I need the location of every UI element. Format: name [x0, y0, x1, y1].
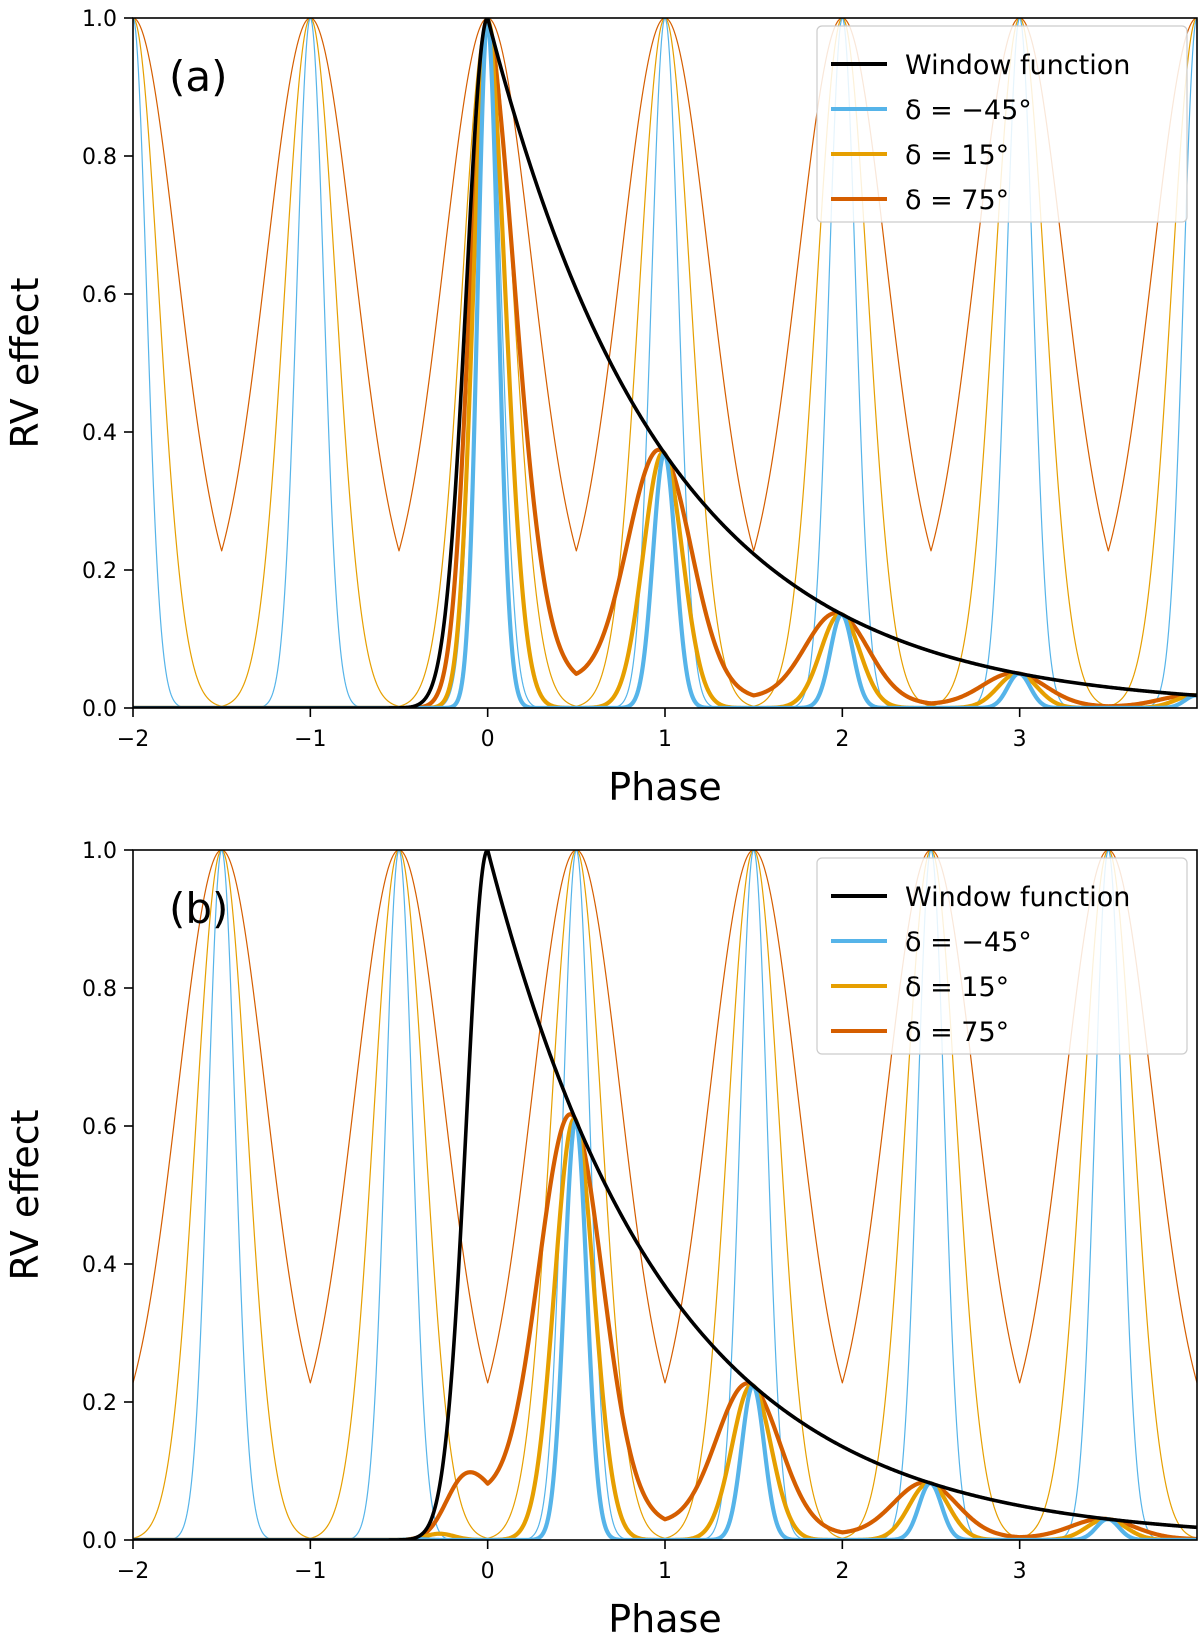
legend-box	[816, 25, 1188, 223]
legend: Window function δ = −45° δ = 15° δ = 75°	[816, 25, 1188, 223]
y-tick-label: 1.0	[82, 839, 117, 864]
y-tick-label: 0.2	[82, 1391, 117, 1416]
series-thick-delta_m45-line	[133, 1118, 1197, 1540]
x-tick-label: 1	[658, 727, 672, 752]
legend-label: δ = −45°	[905, 927, 1032, 958]
y-tick-label: 1.0	[82, 7, 117, 32]
chart-panel-b: −2 −1 0 1 2 3 0.0 0.2 0.4 0.6 0.8 1.0 Phase RV effect…	[3, 839, 1198, 1641]
y-tick-label: 0.0	[82, 697, 117, 722]
y-tick-label: 0.2	[82, 559, 117, 584]
window-function-line	[133, 18, 1197, 708]
x-tick-label: 2	[835, 1559, 849, 1584]
series-thin-delta_75-line	[133, 850, 1197, 1384]
panel-label: (b)	[169, 884, 228, 933]
x-axis-label: Phase	[608, 765, 721, 809]
x-tick-label: −1	[294, 1559, 326, 1584]
y-tick-label: 0.0	[82, 1529, 117, 1554]
y-tick-label: 0.6	[82, 283, 117, 308]
y-axis-label: RV effect	[3, 277, 47, 448]
x-tick-label: 3	[1013, 1559, 1027, 1584]
panel-label: (a)	[169, 52, 228, 101]
x-tick-label: 0	[481, 1559, 495, 1584]
legend-label: δ = −45°	[905, 95, 1032, 126]
y-tick-label: 0.6	[82, 1115, 117, 1140]
x-tick-label: 3	[1013, 727, 1027, 752]
y-tick-label: 0.8	[82, 145, 117, 170]
legend-label: Window function	[905, 882, 1130, 913]
x-tick-label: 1	[658, 1559, 672, 1584]
series-thick-delta_75-line	[133, 1112, 1197, 1540]
legend-label: Window function	[905, 50, 1130, 81]
x-tick-label: −1	[294, 727, 326, 752]
legend-box	[816, 857, 1188, 1055]
legend-label: δ = 75°	[905, 1017, 1009, 1048]
y-tick-label: 0.4	[82, 1253, 117, 1278]
y-tick-label: 0.8	[82, 977, 117, 1002]
x-tick-label: −2	[117, 727, 149, 752]
x-tick-label: 0	[481, 727, 495, 752]
legend-label: δ = 15°	[905, 972, 1009, 1003]
legend-label: δ = 15°	[905, 140, 1009, 171]
plot-area	[133, 18, 1197, 708]
x-tick-label: −2	[117, 1559, 149, 1584]
series-thick-delta_15-line	[133, 1116, 1197, 1540]
x-tick-label: 2	[835, 727, 849, 752]
legend: Window function δ = −45° δ = 15° δ = 75°	[816, 857, 1188, 1055]
legend-label: δ = 75°	[905, 185, 1009, 216]
y-tick-label: 0.4	[82, 421, 117, 446]
x-axis-label: Phase	[608, 1597, 721, 1641]
chart-panel-a: −2 −1 0 1 2 3 0.0 0.2 0.4 0.6 0.8 1.0 Phase RV effect…	[3, 7, 1198, 809]
y-axis-label: RV effect	[3, 1109, 47, 1280]
window-function-line	[133, 850, 1197, 1540]
